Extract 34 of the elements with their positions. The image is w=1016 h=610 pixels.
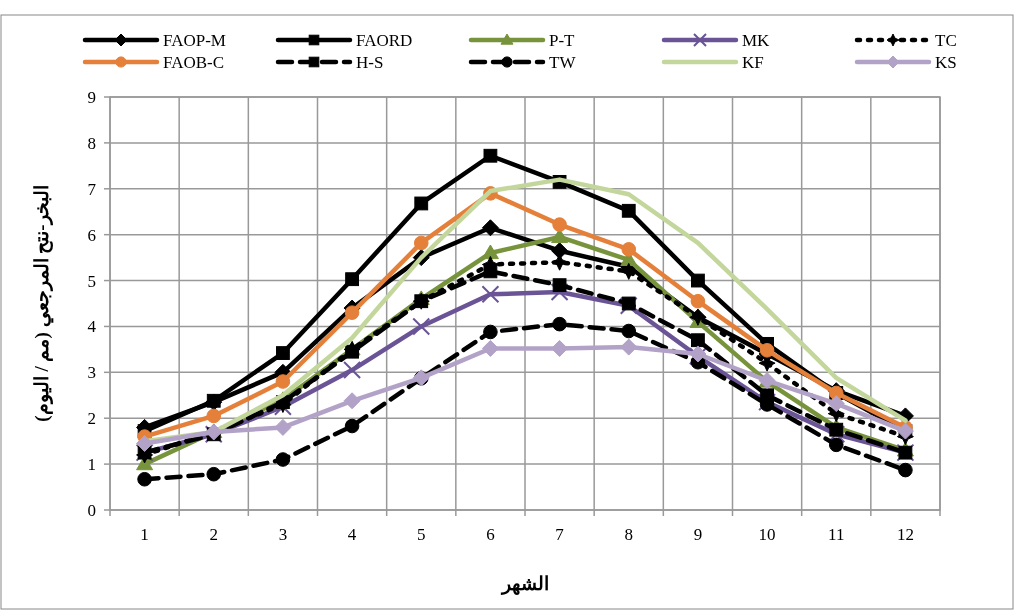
legend-label: FAOB-C xyxy=(163,53,225,72)
legend-label: H-S xyxy=(356,53,384,72)
x-tick-label: 3 xyxy=(278,525,288,544)
y-tick-label: 5 xyxy=(87,271,96,291)
x-tick-label: 10 xyxy=(758,525,776,544)
legend-label: TC xyxy=(935,31,957,50)
x-tick-label: 7 xyxy=(555,525,565,544)
x-tick-label: 12 xyxy=(896,525,914,544)
legend-label: FAOP-M xyxy=(163,31,226,50)
y-tick-label: 8 xyxy=(87,133,96,153)
legend-label: KF xyxy=(742,53,764,72)
y-tick-label: 6 xyxy=(87,225,96,245)
y-tick-label: 9 xyxy=(87,88,96,107)
y-tick-label: 4 xyxy=(87,317,97,337)
y-tick-label: 2 xyxy=(87,409,96,429)
y-tick-label: 1 xyxy=(87,455,96,475)
legend-label: P-T xyxy=(549,31,576,50)
legend-label: FAORD xyxy=(356,31,413,50)
x-tick-label: 8 xyxy=(624,525,633,544)
x-tick-label: 5 xyxy=(417,525,426,544)
x-tick-label: 4 xyxy=(347,525,357,544)
x-tick-label: 6 xyxy=(486,525,495,544)
x-axis-title: الشهر xyxy=(499,573,549,595)
legend-label: TW xyxy=(549,53,577,72)
y-tick-label: 7 xyxy=(87,179,97,199)
y-tick-label: 3 xyxy=(87,363,96,383)
y-tick-label: 0 xyxy=(87,501,96,520)
y-axis-title: البخر-نتح المرجعي (مم / اليوم) xyxy=(31,185,54,422)
x-tick-label: 9 xyxy=(693,525,703,544)
x-tick-label: 1 xyxy=(140,525,149,544)
x-tick-label: 11 xyxy=(828,525,845,544)
legend-label: KS xyxy=(935,53,957,72)
x-tick-label: 2 xyxy=(209,525,218,544)
legend-label: MK xyxy=(742,31,771,50)
